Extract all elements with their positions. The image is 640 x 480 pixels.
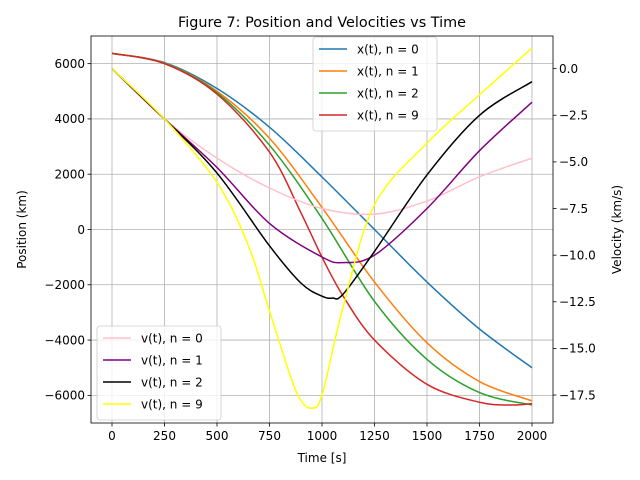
position-series-line bbox=[111, 52, 533, 369]
position-series-line bbox=[111, 52, 533, 406]
chart-title: Figure 7: Position and Velocities vs Tim… bbox=[178, 15, 466, 31]
left-tick-label: −2000 bbox=[44, 278, 85, 292]
x-tick-label: 750 bbox=[258, 429, 281, 443]
x-axis-ticks: 0 250 500 750 1000 1250 1500 1750 2000 bbox=[108, 423, 547, 443]
legend-velocity-series: v(t), n = 0 v(t), n = 1 v(t), n = 2 v(t), n… bbox=[96, 325, 222, 421]
legend-box bbox=[312, 36, 438, 132]
velocity-series-line bbox=[111, 68, 533, 300]
legend-box bbox=[96, 325, 222, 421]
x-tick-label: 250 bbox=[153, 429, 176, 443]
series-group bbox=[111, 47, 533, 409]
legend-label: v(t), n = 0 bbox=[141, 331, 203, 345]
left-axis-ticks: −6000 −4000 −2000 0 2000 4000 6000 bbox=[44, 57, 91, 403]
right-tick-label: −2.5 bbox=[559, 109, 588, 123]
right-axis-ticks: 0.0 −2.5 −5.0 −7.5 −10.0 −12.5 −15.0 −17.5 bbox=[553, 62, 596, 402]
left-tick-label: 4000 bbox=[54, 112, 85, 126]
legend-label: v(t), n = 2 bbox=[141, 375, 203, 389]
right-tick-label: 0.0 bbox=[559, 62, 578, 76]
x-tick-label: 1500 bbox=[412, 429, 443, 443]
legend-label: x(t), n = 2 bbox=[357, 86, 419, 100]
right-tick-label: −12.5 bbox=[559, 295, 596, 309]
left-tick-label: 2000 bbox=[54, 168, 85, 182]
x-tick-label: 1250 bbox=[359, 429, 390, 443]
legend-label: x(t), n = 9 bbox=[357, 108, 419, 122]
right-tick-label: −10.0 bbox=[559, 248, 596, 262]
legend-label: v(t), n = 1 bbox=[141, 353, 203, 367]
x-tick-label: 1750 bbox=[464, 429, 495, 443]
legend-label: v(t), n = 9 bbox=[141, 397, 203, 411]
x-axis-label: Time [s] bbox=[297, 451, 347, 465]
legend-label: x(t), n = 0 bbox=[357, 42, 419, 56]
x-tick-label: 1000 bbox=[307, 429, 338, 443]
legend-position-series: x(t), n = 0 x(t), n = 1 x(t), n = 2 x(t), n… bbox=[312, 36, 438, 132]
left-axis-label: Position (km) bbox=[15, 190, 29, 269]
right-tick-label: −7.5 bbox=[559, 202, 588, 216]
right-tick-label: −15.0 bbox=[559, 342, 596, 356]
legend-label: x(t), n = 1 bbox=[357, 64, 419, 78]
x-tick-label: 2000 bbox=[517, 429, 548, 443]
left-tick-label: −6000 bbox=[44, 389, 85, 403]
right-tick-label: −5.0 bbox=[559, 155, 588, 169]
velocity-series-line bbox=[111, 47, 533, 409]
right-tick-label: −17.5 bbox=[559, 388, 596, 402]
x-tick-label: 500 bbox=[206, 429, 229, 443]
left-tick-label: −4000 bbox=[44, 333, 85, 347]
right-axis-label: Velocity (km/s) bbox=[610, 185, 624, 274]
left-tick-label: 6000 bbox=[54, 57, 85, 71]
velocity-series-line bbox=[111, 68, 533, 264]
x-tick-label: 0 bbox=[108, 429, 116, 443]
left-tick-label: 0 bbox=[77, 223, 85, 237]
